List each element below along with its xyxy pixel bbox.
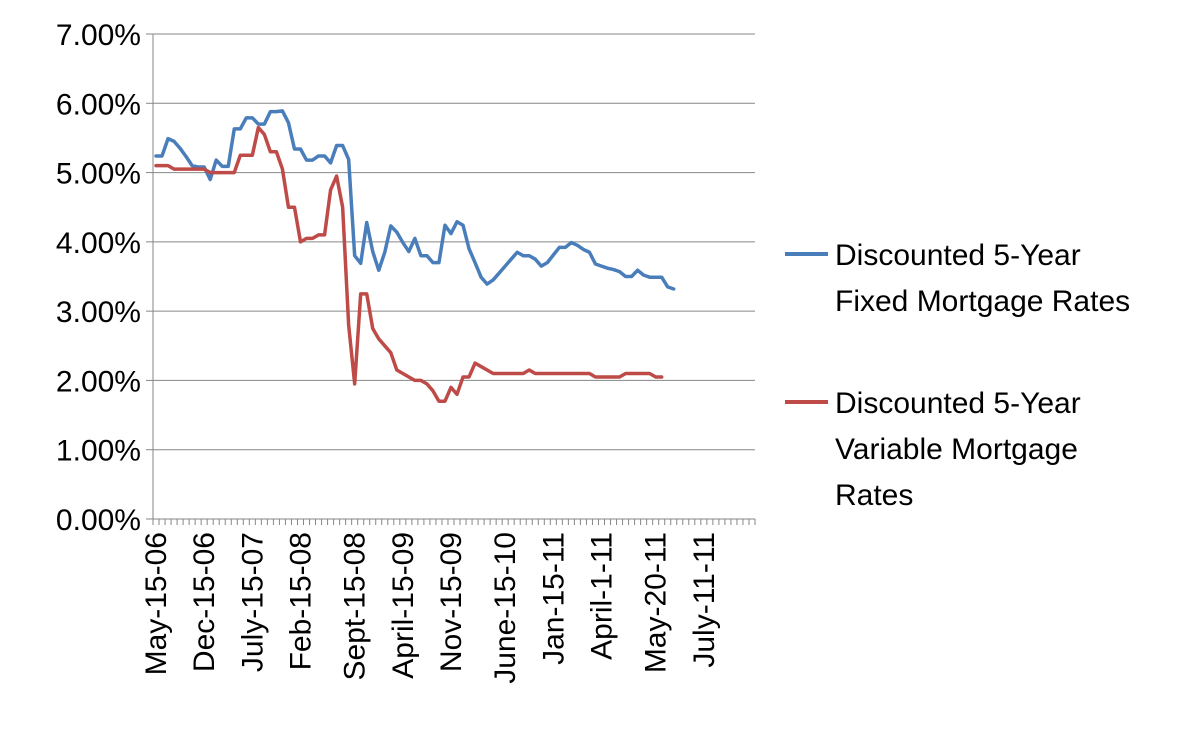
x-tick-label: May-20-11 <box>640 532 673 673</box>
legend-label-line: Fixed Mortgage Rates <box>835 285 1130 318</box>
legend: Discounted 5-Year Fixed Mortgage Rates Dis… <box>785 239 1130 512</box>
series-line-fixed <box>154 109 676 291</box>
x-tick-label: April-1-11 <box>585 532 618 660</box>
x-axis-tick-labels: May-15-06 Dec-15-06 July-15-07 Feb-15-08 Sep… <box>140 532 721 684</box>
x-tick-label: July-15-07 <box>236 532 269 672</box>
legend-label-line: Discounted 5-Year <box>835 239 1081 272</box>
x-tick-label: June-15-10 <box>489 532 522 684</box>
x-tick-label: April-15-09 <box>387 532 420 679</box>
y-axis-tick-labels: 0.00% 1.00% 2.00% 3.00% 4.00% 5.00% 6.00% 7.00% <box>56 19 141 537</box>
series-line-variable <box>154 125 664 403</box>
legend-label-line: Discounted 5-Year <box>835 387 1081 420</box>
legend-label-line: Variable Mortgage <box>835 433 1078 466</box>
y-tick-label: 7.00% <box>56 19 141 52</box>
y-tick-label: 5.00% <box>56 158 141 191</box>
series-lines <box>154 109 676 403</box>
y-tick-label: 6.00% <box>56 88 141 121</box>
x-tick-label: Jan-15-11 <box>537 532 570 665</box>
y-tick-label: 4.00% <box>56 227 141 260</box>
y-tick-label: 3.00% <box>56 296 141 329</box>
x-tick-label: Dec-15-06 <box>188 532 221 672</box>
y-gridlines <box>153 33 755 451</box>
y-tick-label: 0.00% <box>56 504 141 537</box>
x-tick-label: May-15-06 <box>140 532 173 675</box>
y-tick-label: 1.00% <box>56 435 141 468</box>
y-tick-label: 2.00% <box>56 365 141 398</box>
x-tick-label: Feb-15-08 <box>284 532 317 670</box>
axes <box>146 33 756 525</box>
x-tick-label: July-11-11 <box>688 532 721 668</box>
x-tick-label: Sept-15-08 <box>339 532 372 680</box>
x-tick-label: Nov-15-09 <box>435 532 468 672</box>
legend-label-line: Rates <box>835 479 913 512</box>
